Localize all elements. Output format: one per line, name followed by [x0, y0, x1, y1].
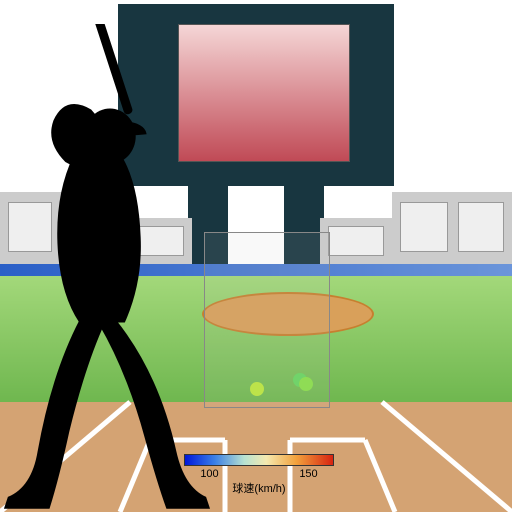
batter-silhouette [0, 24, 214, 512]
colorbar-tick: 150 [297, 468, 321, 480]
pitch-marker [250, 382, 264, 396]
colorbar-label: 球速(km/h) [184, 480, 334, 496]
colorbar-tick: 100 [198, 468, 222, 480]
pitch-marker [299, 377, 313, 391]
speed-colorbar [184, 454, 334, 466]
